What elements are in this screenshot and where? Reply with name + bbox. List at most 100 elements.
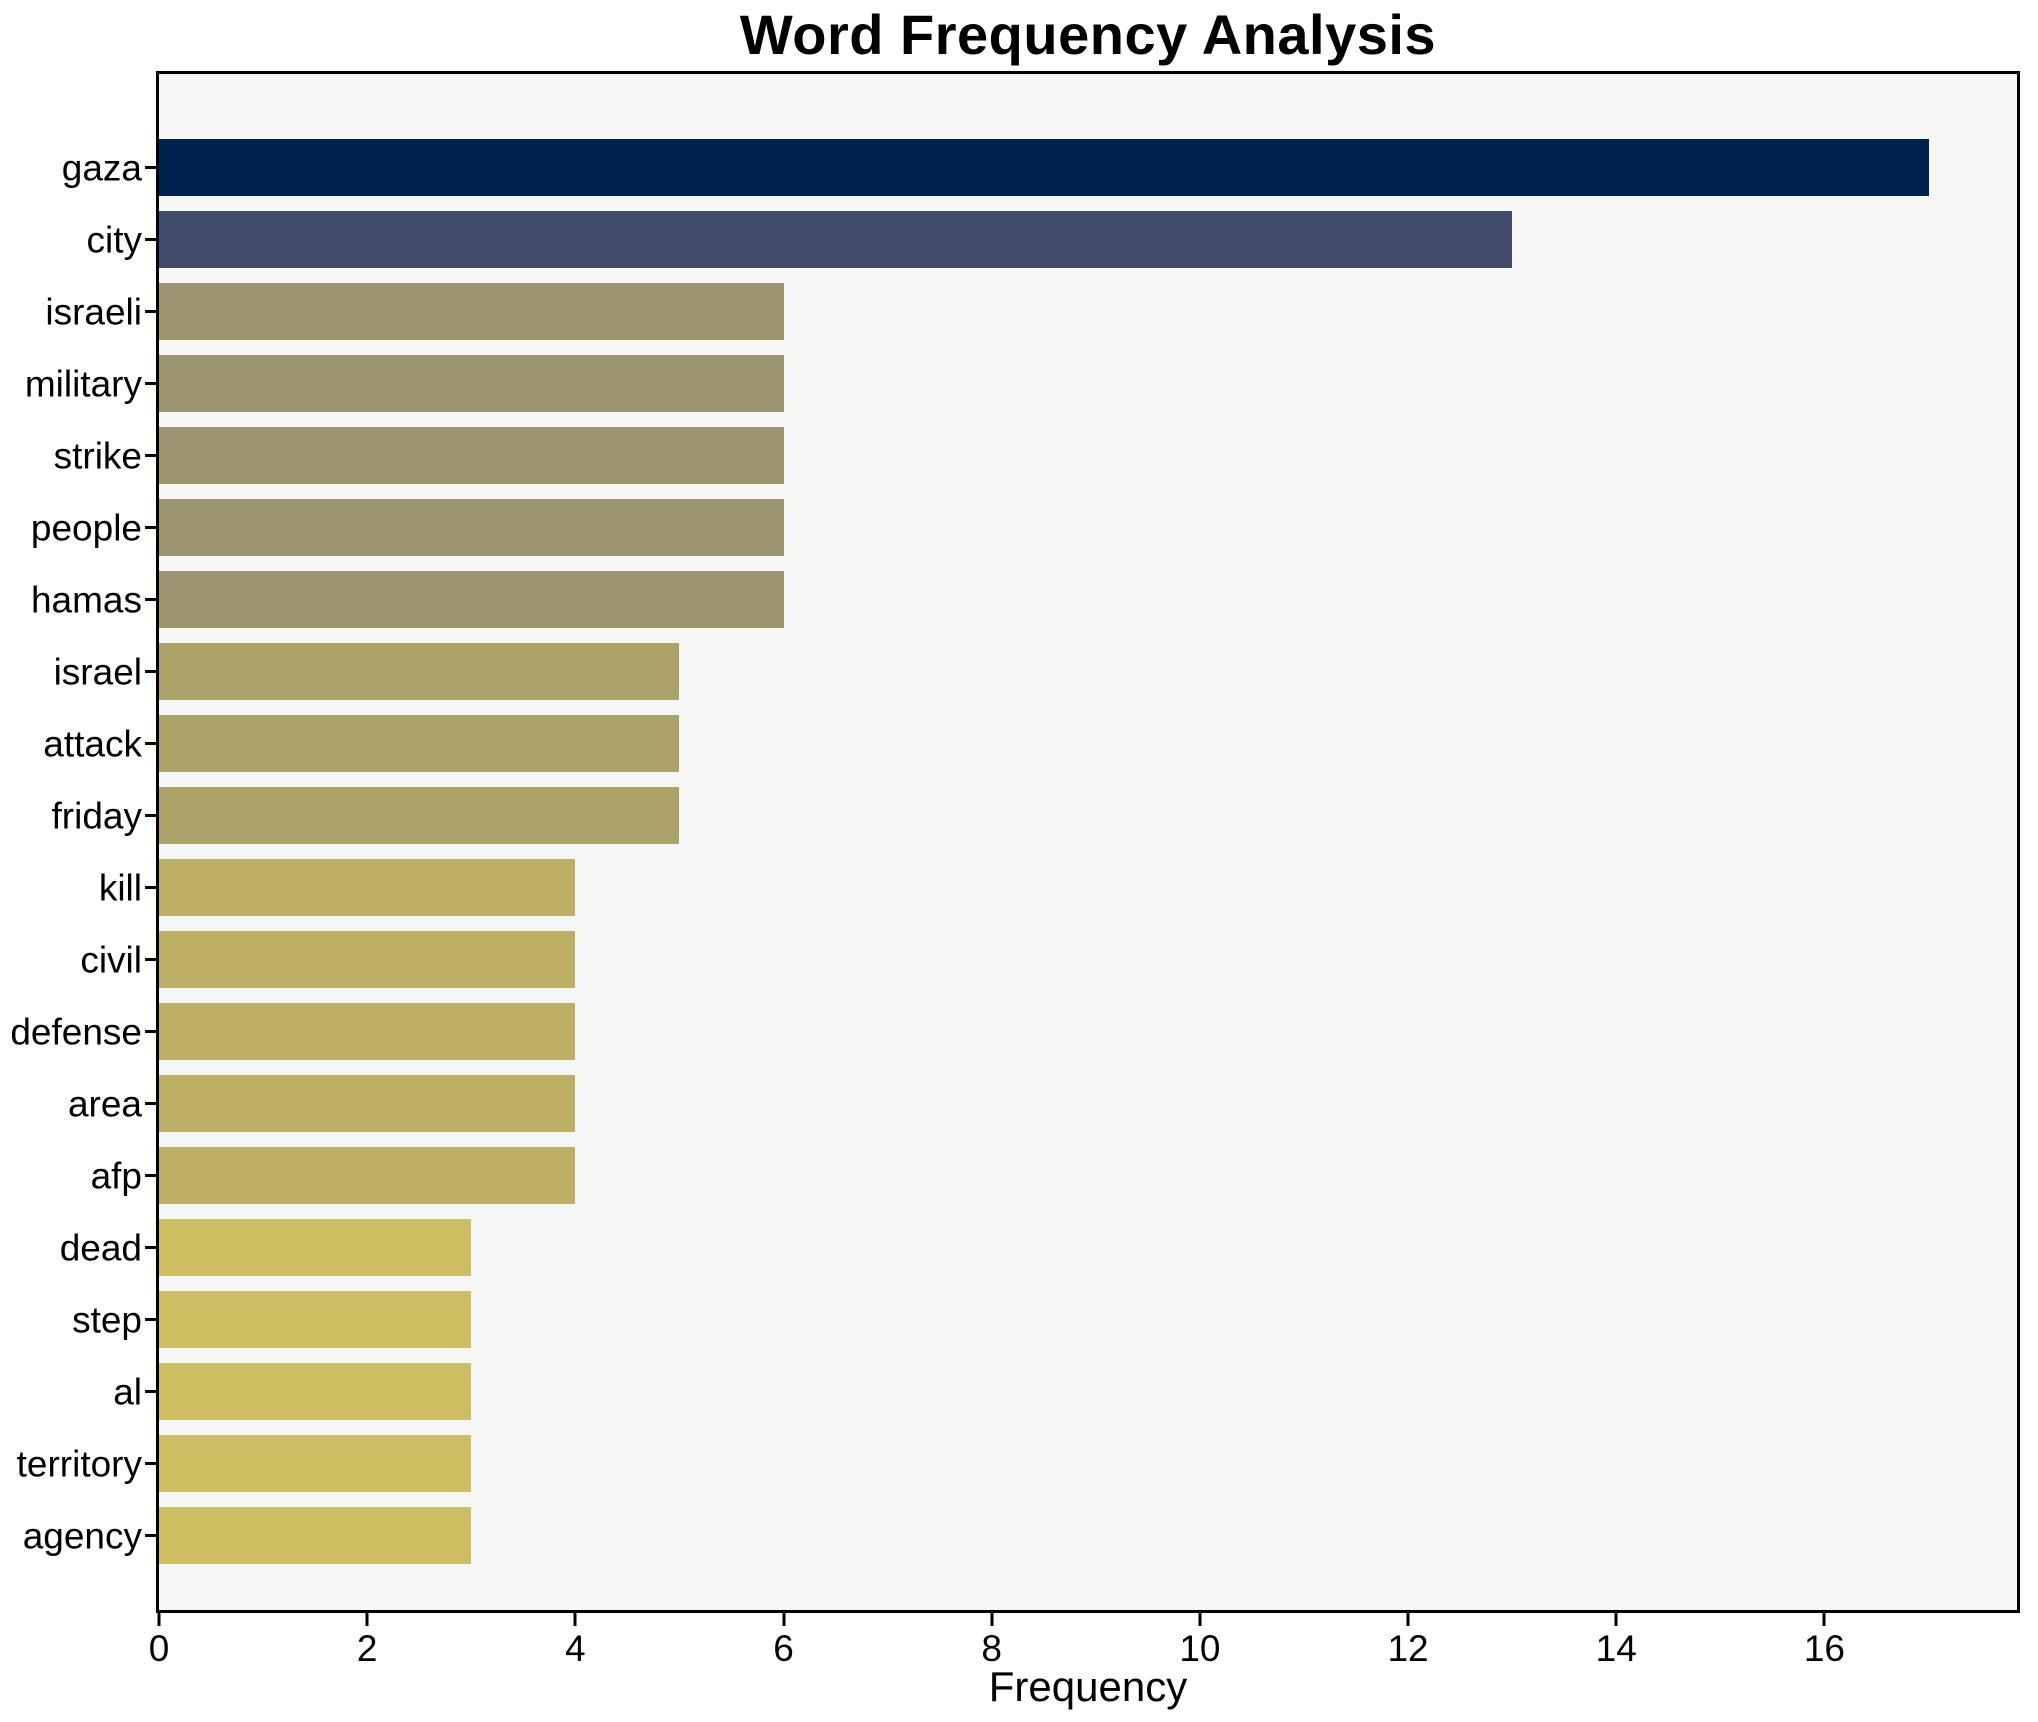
y-tick-label: territory: [16, 1443, 142, 1484]
x-tick: [1406, 1613, 1410, 1626]
x-tick-label: 16: [1803, 1628, 1845, 1669]
y-tick-label: al: [113, 1371, 142, 1412]
bar-row: israel: [54, 643, 2017, 700]
y-tick: [145, 1318, 156, 1321]
y-tick: [145, 886, 156, 889]
bar: [159, 355, 784, 412]
y-tick-label: civil: [80, 939, 142, 980]
bar-row: people: [31, 499, 2017, 556]
x-tick-label: 10: [1179, 1628, 1221, 1669]
bar-row: al: [113, 1363, 2017, 1420]
bar: [159, 1003, 576, 1060]
bar: [159, 1363, 472, 1420]
x-tick-label: 0: [148, 1628, 170, 1669]
x-axis: 0 2 4 6 8 10 12 14 16: [149, 1613, 2017, 1685]
y-tick-label: military: [24, 363, 142, 404]
y-tick: [145, 238, 156, 241]
x-tick: [365, 1613, 369, 1626]
bar: [159, 571, 784, 628]
bar-row: friday: [52, 787, 2017, 844]
y-tick: [145, 1102, 156, 1105]
x-tick: [782, 1613, 786, 1626]
x-tick: [1614, 1613, 1618, 1626]
y-tick: [145, 598, 156, 601]
x-tick-label: 4: [565, 1628, 586, 1669]
bar: [159, 499, 784, 556]
y-tick-label: kill: [98, 867, 142, 908]
x-tick: [1822, 1613, 1826, 1626]
y-tick: [145, 1174, 156, 1177]
y-tick: [145, 526, 156, 529]
y-tick: [145, 814, 156, 817]
bar: [159, 211, 1513, 268]
y-tick: [145, 670, 156, 673]
y-tick: [145, 1462, 156, 1465]
bar-row: territory: [17, 1435, 2017, 1492]
bar: [159, 139, 1929, 196]
y-tick: [145, 1246, 156, 1249]
bar-row: kill: [99, 859, 2017, 916]
x-axis-title: Frequency: [988, 1663, 1188, 1710]
y-tick-label: people: [30, 507, 142, 548]
bar-row: gaza: [62, 139, 2017, 196]
bar-row: military: [25, 355, 2017, 412]
y-tick-label: agency: [22, 1515, 142, 1556]
y-tick: [145, 166, 156, 169]
bar: [159, 715, 680, 772]
chart-title: Word Frequency Analysis: [739, 3, 1437, 66]
bar: [159, 1219, 472, 1276]
bar: [159, 1435, 472, 1492]
x-tick: [990, 1613, 994, 1626]
y-tick: [145, 454, 156, 457]
y-tick: [145, 1390, 156, 1393]
bar: [159, 1507, 472, 1564]
bar-row: attack: [43, 715, 2017, 772]
y-tick-label: city: [86, 219, 143, 260]
bar: [159, 859, 576, 916]
y-tick-label: area: [67, 1083, 142, 1124]
y-tick: [145, 382, 156, 385]
y-tick: [145, 1534, 156, 1537]
plot-area: gaza city israeli military strike people hamas…: [10, 71, 2020, 1613]
x-tick: [1198, 1613, 1202, 1626]
bar: [159, 427, 784, 484]
x-tick: [157, 1613, 161, 1626]
y-tick-label: dead: [59, 1227, 142, 1268]
y-tick-label: friday: [51, 795, 142, 836]
bar-row: city: [87, 211, 2017, 268]
bar-row: dead: [60, 1219, 2017, 1276]
bar-row: strike: [54, 427, 2017, 484]
bar-row: area: [68, 1075, 2017, 1132]
bar-row: hamas: [31, 571, 2017, 628]
bar-row: step: [72, 1291, 2017, 1348]
bar-row: israeli: [45, 283, 2017, 340]
bar: [159, 643, 680, 700]
bar-row: defense: [10, 1003, 2017, 1060]
y-tick-label: israel: [53, 651, 142, 692]
bar: [159, 1075, 576, 1132]
x-tick-label: 8: [981, 1628, 1002, 1669]
y-tick-label: step: [72, 1299, 142, 1340]
y-tick-label: strike: [53, 435, 142, 476]
y-tick: [145, 742, 156, 745]
y-tick-label: hamas: [30, 579, 142, 620]
y-tick: [145, 958, 156, 961]
y-tick-label: defense: [10, 1011, 142, 1052]
x-tick: [573, 1613, 577, 1626]
x-tick-label: 14: [1595, 1628, 1637, 1669]
y-tick-label: israeli: [45, 291, 142, 332]
bar-row: agency: [23, 1507, 2017, 1564]
bar: [159, 1147, 576, 1204]
x-tick-label: 2: [356, 1628, 378, 1669]
y-tick: [145, 310, 156, 313]
y-tick-label: gaza: [61, 147, 142, 188]
bar-row: civil: [80, 931, 2017, 988]
y-tick-label: attack: [43, 723, 142, 764]
bar-row: afp: [91, 1147, 2017, 1204]
bar: [159, 931, 576, 988]
bar: [159, 787, 680, 844]
bar: [159, 283, 784, 340]
x-tick-label: 6: [773, 1628, 794, 1669]
y-tick-label: afp: [90, 1155, 142, 1196]
bar: [159, 1291, 472, 1348]
